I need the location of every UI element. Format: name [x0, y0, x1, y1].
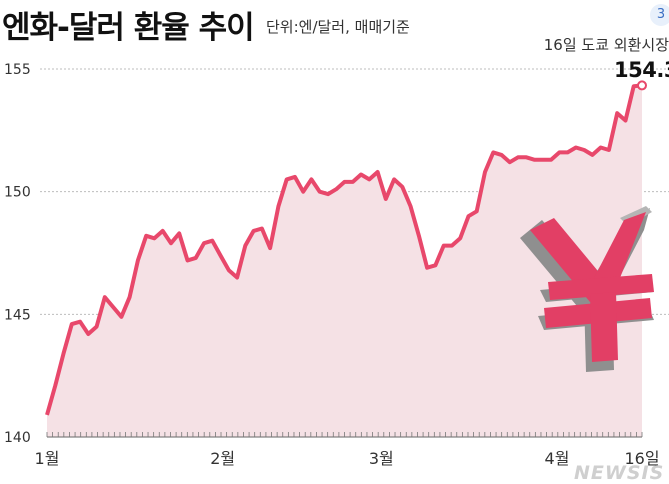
yen-right-arm: [594, 212, 646, 288]
end-point-marker: [637, 80, 647, 91]
unit-label: 단위:엔/달러, 매매기준: [266, 18, 410, 36]
x-tick-label: 4월: [545, 449, 570, 468]
yen-stem: [590, 292, 618, 362]
x-tick-label: 16일: [624, 449, 659, 468]
yen-bar-top: [548, 274, 654, 300]
x-tick-label: 2월: [210, 449, 235, 468]
x-tick-label: 3월: [369, 449, 394, 468]
y-tick-label: 155: [4, 62, 31, 78]
x-tick-label: 1월: [35, 449, 60, 468]
y-tick-label: 145: [4, 307, 31, 323]
area-fill: [47, 85, 642, 438]
y-tick-label: 140: [4, 430, 31, 446]
yen-symbol-icon: [520, 206, 654, 372]
source-note: 16일 도쿄 외환시장: [543, 36, 669, 54]
chart-title: 엔화-달러 환율 추이: [2, 10, 255, 46]
badge-icon[interactable]: 3: [650, 4, 669, 26]
watermark: NEWSIS: [574, 462, 665, 484]
last-value-label: 154.33: [614, 58, 669, 82]
y-tick-label: 150: [4, 185, 31, 201]
series-line: [45, 83, 643, 416]
x-axis: 1월 2월 3월 4월 16일: [35, 432, 660, 468]
